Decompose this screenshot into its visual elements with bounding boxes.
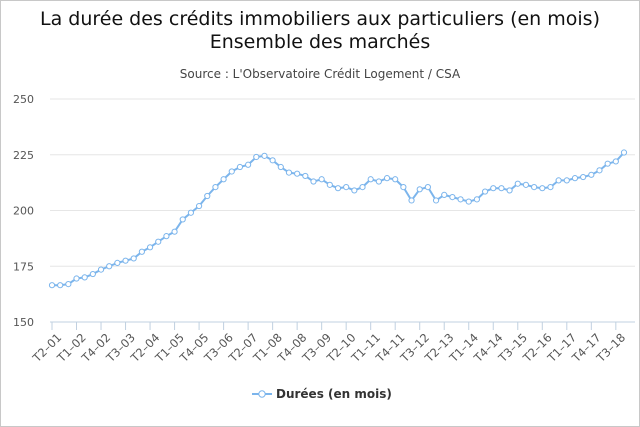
data-point[interactable] (596, 167, 603, 174)
chart-title-line-2: Ensemble des marchés (210, 31, 431, 53)
data-point[interactable] (73, 275, 80, 282)
data-point[interactable] (481, 188, 489, 195)
data-point[interactable] (555, 177, 562, 184)
data-point[interactable] (343, 183, 350, 191)
data-point[interactable] (490, 185, 497, 192)
chart-title-line-1: La durée des crédits immobiliers aux par… (40, 8, 600, 30)
data-point[interactable] (204, 192, 211, 200)
y-tick-label: 175 (13, 260, 34, 273)
data-point[interactable] (506, 187, 513, 194)
data-point[interactable] (269, 157, 276, 164)
data-point[interactable] (392, 176, 399, 183)
data-point[interactable] (424, 183, 431, 191)
data-point[interactable] (146, 244, 154, 251)
data-point[interactable] (539, 185, 546, 192)
data-point[interactable] (122, 257, 129, 264)
data-point[interactable] (48, 282, 56, 289)
data-point[interactable] (416, 186, 423, 193)
x-axis: T2–01T1–02T4–02T3–03T2–04T1–05T4–05T3–06… (29, 321, 635, 366)
grid-lines (50, 98, 635, 323)
data-point[interactable] (588, 171, 595, 178)
data-point[interactable] (253, 153, 260, 161)
data-point[interactable] (375, 178, 382, 185)
data-point[interactable] (106, 263, 113, 270)
data-point[interactable] (57, 282, 64, 289)
data-point[interactable] (236, 163, 244, 171)
y-tick-label: 225 (13, 149, 34, 162)
data-point[interactable] (620, 149, 628, 156)
y-axis: 150 175 200 225 250 (13, 93, 34, 329)
data-point[interactable] (187, 209, 195, 216)
series-line (52, 151, 625, 287)
data-point[interactable] (155, 238, 162, 245)
legend-item-label: Durées (en mois) (276, 387, 392, 401)
data-point[interactable] (604, 160, 611, 167)
data-point[interactable] (547, 183, 554, 191)
data-point[interactable] (441, 191, 448, 198)
data-point[interactable] (580, 173, 587, 181)
data-point[interactable] (171, 228, 178, 235)
data-point[interactable] (522, 181, 530, 188)
data-point[interactable] (310, 178, 317, 185)
data-point[interactable] (400, 183, 407, 191)
data-point[interactable] (531, 183, 538, 191)
data-point[interactable] (65, 280, 72, 288)
data-point[interactable] (514, 180, 521, 187)
data-point[interactable] (473, 196, 481, 203)
data-point[interactable] (612, 158, 619, 165)
data-point[interactable] (351, 187, 358, 194)
data-point[interactable] (294, 170, 301, 177)
data-point[interactable] (114, 259, 121, 266)
data-point[interactable] (498, 185, 505, 192)
data-point[interactable] (302, 172, 309, 180)
data-point[interactable] (179, 216, 186, 223)
data-point[interactable] (432, 197, 440, 204)
chart-subtitle: Source : L'Observatoire Crédit Logement … (180, 67, 461, 81)
data-point[interactable] (408, 197, 415, 204)
data-point[interactable] (228, 168, 235, 175)
data-point[interactable] (326, 181, 333, 188)
data-point[interactable] (449, 194, 456, 201)
data-point[interactable] (277, 163, 284, 171)
data-point[interactable] (318, 176, 325, 183)
data-point[interactable] (383, 175, 391, 182)
data-point[interactable] (245, 161, 252, 168)
y-tick-label: 250 (13, 93, 34, 106)
plot-area (48, 149, 628, 289)
data-point[interactable] (89, 270, 96, 278)
data-point[interactable] (285, 169, 293, 176)
legend[interactable]: Durées (en mois) (252, 387, 392, 401)
data-point[interactable] (465, 198, 472, 205)
y-tick-label: 200 (13, 205, 34, 218)
legend-marker-icon (258, 390, 266, 398)
data-point[interactable] (97, 266, 105, 273)
y-tick-label: 150 (13, 316, 34, 329)
data-point[interactable] (359, 183, 366, 191)
data-point[interactable] (212, 183, 219, 191)
data-point[interactable] (138, 248, 145, 255)
data-point[interactable] (163, 233, 170, 240)
data-point[interactable] (195, 202, 203, 210)
data-point[interactable] (563, 177, 570, 184)
data-point[interactable] (220, 176, 227, 183)
data-point[interactable] (334, 185, 342, 192)
data-point[interactable] (571, 175, 579, 182)
data-point[interactable] (130, 255, 137, 262)
data-point[interactable] (81, 274, 88, 281)
data-point[interactable] (367, 176, 374, 183)
data-point[interactable] (261, 152, 268, 159)
data-point[interactable] (457, 196, 464, 203)
